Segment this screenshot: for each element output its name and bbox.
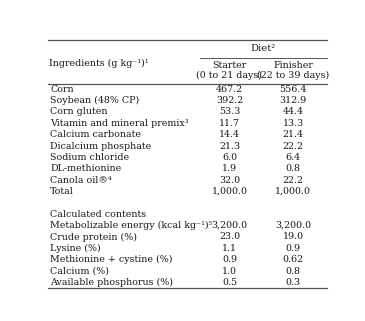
Text: 21.4: 21.4 bbox=[283, 130, 304, 139]
Text: DL-methionine: DL-methionine bbox=[50, 164, 122, 173]
Text: Available phosphorus (%): Available phosphorus (%) bbox=[50, 278, 173, 287]
Text: Sodium chloride: Sodium chloride bbox=[50, 153, 129, 162]
Text: 0.9: 0.9 bbox=[285, 244, 301, 253]
Text: 22.2: 22.2 bbox=[283, 142, 304, 151]
Text: Calcium (%): Calcium (%) bbox=[50, 267, 109, 276]
Text: Total: Total bbox=[50, 187, 74, 196]
Text: 53.3: 53.3 bbox=[219, 108, 240, 117]
Text: 1.0: 1.0 bbox=[222, 267, 237, 276]
Text: 3,200.0: 3,200.0 bbox=[211, 221, 247, 230]
Text: 0.8: 0.8 bbox=[286, 164, 301, 173]
Text: Metabolizable energy (kcal kg⁻¹)⁵: Metabolizable energy (kcal kg⁻¹)⁵ bbox=[50, 221, 212, 230]
Text: Dicalcium phosphate: Dicalcium phosphate bbox=[50, 142, 151, 151]
Text: Finisher
(22 to 39 days): Finisher (22 to 39 days) bbox=[257, 61, 329, 80]
Text: 21.3: 21.3 bbox=[219, 142, 240, 151]
Text: 6.4: 6.4 bbox=[285, 153, 301, 162]
Text: 32.0: 32.0 bbox=[219, 176, 240, 185]
Text: 23.0: 23.0 bbox=[219, 232, 240, 241]
Text: 1.9: 1.9 bbox=[222, 164, 237, 173]
Text: Ingredients (g kg⁻¹)¹: Ingredients (g kg⁻¹)¹ bbox=[49, 59, 149, 68]
Text: Corn: Corn bbox=[50, 85, 74, 94]
Text: 392.2: 392.2 bbox=[216, 96, 243, 105]
Text: 22.2: 22.2 bbox=[283, 176, 304, 185]
Text: Corn gluten: Corn gluten bbox=[50, 108, 108, 117]
Text: Calcium carbonate: Calcium carbonate bbox=[50, 130, 141, 139]
Text: Vitamin and mineral premix³: Vitamin and mineral premix³ bbox=[50, 119, 189, 128]
Text: 1,000.0: 1,000.0 bbox=[211, 187, 247, 196]
Text: 0.3: 0.3 bbox=[285, 278, 301, 287]
Text: 0.8: 0.8 bbox=[286, 267, 301, 276]
Text: 1.1: 1.1 bbox=[222, 244, 237, 253]
Text: 11.7: 11.7 bbox=[219, 119, 240, 128]
Text: Canola oil®⁴: Canola oil®⁴ bbox=[50, 176, 112, 185]
Text: 3,200.0: 3,200.0 bbox=[275, 221, 311, 230]
Text: Methionine + cystine (%): Methionine + cystine (%) bbox=[50, 255, 173, 264]
Text: 0.62: 0.62 bbox=[283, 255, 304, 264]
Text: Lysine (%): Lysine (%) bbox=[50, 244, 101, 253]
Text: 312.9: 312.9 bbox=[280, 96, 307, 105]
Text: Calculated contents: Calculated contents bbox=[50, 210, 146, 219]
Text: 0.9: 0.9 bbox=[222, 255, 237, 264]
Text: Crude protein (%): Crude protein (%) bbox=[50, 232, 137, 242]
Text: 6.0: 6.0 bbox=[222, 153, 237, 162]
Text: 0.5: 0.5 bbox=[222, 278, 237, 287]
Text: 467.2: 467.2 bbox=[216, 85, 243, 94]
Text: Starter
(0 to 21 days): Starter (0 to 21 days) bbox=[196, 61, 262, 80]
Text: 1,000.0: 1,000.0 bbox=[275, 187, 311, 196]
Text: Soybean (48% CP): Soybean (48% CP) bbox=[50, 96, 139, 105]
Text: 44.4: 44.4 bbox=[283, 108, 304, 117]
Text: 556.4: 556.4 bbox=[280, 85, 307, 94]
Text: Diet²: Diet² bbox=[251, 44, 276, 53]
Text: 19.0: 19.0 bbox=[283, 232, 304, 241]
Text: 13.3: 13.3 bbox=[283, 119, 304, 128]
Text: 14.4: 14.4 bbox=[219, 130, 240, 139]
